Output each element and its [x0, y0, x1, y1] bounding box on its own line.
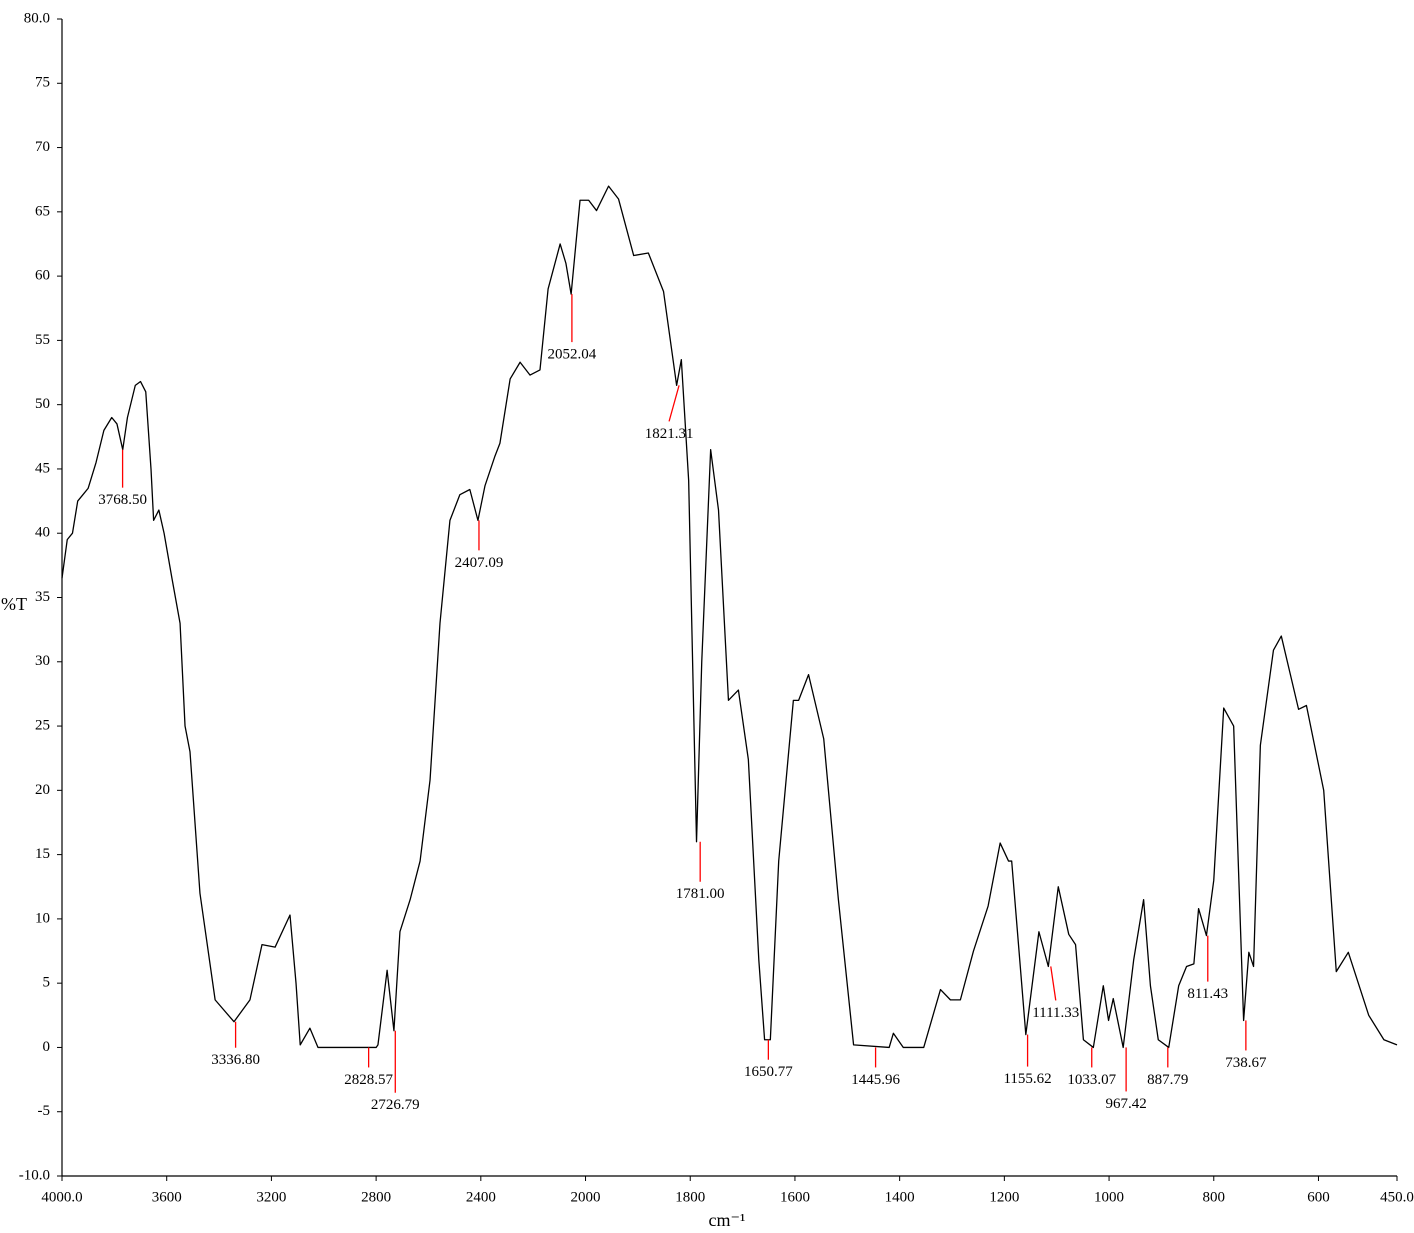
- x-tick-label: 1600: [780, 1189, 810, 1205]
- spectrum-line: [61, 185, 1398, 1049]
- y-tick-label: 15: [35, 846, 50, 862]
- y-tick-label: 45: [35, 460, 50, 476]
- x-tick-label: 450.0: [1380, 1189, 1414, 1205]
- peak-label: 3768.50: [98, 492, 147, 508]
- peak-label: 1445.96: [851, 1072, 900, 1088]
- peak-label: 2407.09: [455, 555, 504, 571]
- x-tick-label: 2000: [571, 1189, 601, 1205]
- peak-marker: [1050, 966, 1057, 1001]
- y-tick-label: 35: [35, 589, 50, 605]
- peak-label: 811.43: [1187, 986, 1228, 1002]
- x-tick-label: 1200: [989, 1189, 1019, 1205]
- peak-label: 738.67: [1225, 1055, 1267, 1071]
- x-tick-label: 2400: [466, 1189, 496, 1205]
- y-tick-label: -5: [38, 1103, 51, 1119]
- peak-label: 1033.07: [1067, 1072, 1116, 1088]
- y-tick-label: 70: [35, 139, 50, 155]
- y-tick-label: 80.0: [24, 10, 50, 26]
- peak-label: 1650.77: [744, 1064, 793, 1080]
- peak-label: 967.42: [1105, 1096, 1146, 1112]
- y-tick-label: 65: [35, 203, 50, 219]
- peak-label: 2828.57: [344, 1072, 393, 1088]
- peak-label: 1111.33: [1032, 1005, 1079, 1021]
- x-tick-label: 3600: [152, 1189, 182, 1205]
- peak-label: 1821.31: [645, 426, 694, 442]
- peak-label: 1781.00: [676, 886, 725, 902]
- y-tick-label: 30: [35, 653, 50, 669]
- y-tick-label: 10: [35, 910, 50, 926]
- x-tick-label: 1000: [1094, 1189, 1124, 1205]
- peak-label: 3336.80: [211, 1052, 260, 1068]
- y-tick-label: 55: [35, 332, 50, 348]
- x-tick-label: 600: [1307, 1189, 1330, 1205]
- y-tick-label: 5: [43, 975, 51, 991]
- peak-marker: [668, 385, 680, 422]
- y-tick-label: -10.0: [19, 1167, 50, 1183]
- y-tick-label: 75: [35, 75, 50, 91]
- peak-label: 1155.62: [1003, 1071, 1051, 1087]
- peak-label: 887.79: [1147, 1072, 1188, 1088]
- peak-label: 2726.79: [371, 1097, 420, 1113]
- y-tick-label: 0: [43, 1039, 51, 1055]
- x-tick-label: 3200: [256, 1189, 286, 1205]
- y-tick-label: 20: [35, 782, 50, 798]
- x-tick-label: 2800: [361, 1189, 391, 1205]
- x-tick-label: 1400: [885, 1189, 915, 1205]
- y-tick-label: 40: [35, 525, 50, 541]
- y-tick-label: 25: [35, 717, 50, 733]
- y-tick-label: 50: [35, 396, 50, 412]
- y-tick-label: 60: [35, 268, 50, 284]
- y-axis-label: %T: [1, 594, 27, 614]
- x-tick-label: 4000.0: [41, 1189, 82, 1205]
- peak-label: 2052.04: [548, 347, 597, 363]
- x-tick-label: 1800: [675, 1189, 705, 1205]
- x-axis-label: cm⁻¹: [709, 1210, 746, 1230]
- x-tick-label: 800: [1203, 1189, 1226, 1205]
